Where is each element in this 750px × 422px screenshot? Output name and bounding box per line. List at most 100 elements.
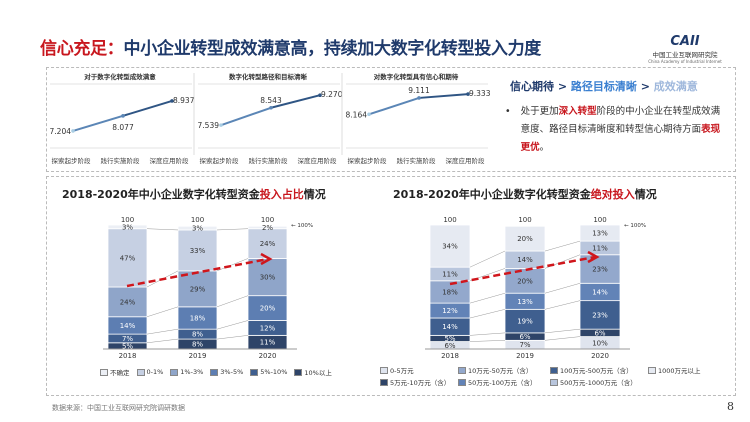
segment-label: 23% [592,266,608,274]
segment-label: 6% [519,333,530,341]
legend-swatch [170,368,179,376]
connector-line [469,309,506,319]
connector-line [544,328,581,334]
data-label: 7.204 [50,127,72,136]
panel-title: 对数字化转型具有信心和期待 [374,72,459,81]
logo-cn: 中国工业互联网研究院 [652,51,718,59]
connector-line [216,295,249,308]
segment-label: 8% [192,341,203,349]
bar-segment [579,300,621,330]
bar-segment [579,224,621,242]
segment-label: 20% [517,277,533,285]
segment-label: 11% [592,244,608,252]
sep: > [636,80,654,93]
legend-item: 100万元-500万元（含） [550,365,648,375]
t: 绝对投入 [590,188,635,201]
bar-segment [107,224,148,230]
legend-swatch [550,378,558,386]
segment-label: 24% [260,240,276,248]
connector-line [544,300,581,310]
segment-label: 8% [192,331,203,339]
legend-item: 10%以上 [294,367,332,377]
legend-label: 5%-10% [260,368,288,376]
x-tick-label: 践行实施阶段 [397,156,437,165]
segment-label: 13% [517,298,533,306]
segment-label: 19% [517,318,533,326]
heading-confidence: 信心期待 [510,80,554,93]
data-label: 9.111 [408,86,430,95]
ratio-bar-chart: 5%7%14%24%47%3%10020188%8%18%29%33%3%100… [103,216,313,360]
bar-segment [247,225,288,230]
title-prefix: 信心充足： [40,39,124,59]
segment-label: 5% [444,335,455,343]
x-tick-label: 2019 [189,352,207,360]
connector-line [469,332,506,336]
arrow-head [587,250,600,264]
t: 情况 [303,188,326,201]
connector-line [544,283,581,294]
connector-line [544,336,581,341]
legend-label: 0-1% [146,368,164,376]
text: 。 [539,142,550,153]
segment-label: 12% [442,307,458,315]
data-point [466,92,470,96]
data-point [318,93,322,97]
bar-segment [504,268,546,294]
x-tick-label: 2018 [441,352,459,360]
segment-label: 6% [594,329,605,337]
segment-label: 7% [519,341,530,349]
data-point [269,105,273,110]
segment-label: 11% [442,270,458,278]
segment-label: 20% [517,235,533,243]
legend-label: 50万元-100万元（含） [468,379,537,387]
total-marker: ← 100% [291,223,313,229]
data-source: 数据来源：中国工业互联网研究院调研数据 [52,404,185,412]
line-charts-panel [46,67,736,172]
legend-swatch [250,368,259,376]
connector-line [146,228,179,231]
arrow-head [260,252,273,266]
legend-swatch [380,378,388,386]
x-tick-label: 深度应用阶段 [150,156,190,165]
ratio-legend: 不确定 0-1% 1%-3% 3%-5% 5%-10% 10%以上 [100,367,332,377]
series-line [122,99,173,117]
bar-segment [247,258,288,297]
segment-label: 24% [120,298,136,306]
segment-label: 18% [190,315,206,323]
text: 处于更加 [520,106,559,117]
segment-label: 47% [120,254,136,262]
legend-swatch [136,368,145,376]
x-tick-label: 探索起步阶段 [52,156,92,165]
total-label: 100 [121,216,134,224]
connector-line [216,335,249,340]
segment-label: 14% [592,288,608,296]
logo-mark: CAII [670,34,700,49]
x-tick-label: 2020 [259,352,277,360]
segment-label: 18% [442,288,458,296]
total-label: 100 [191,216,204,224]
connector-line [216,228,249,231]
x-tick-label: 2020 [591,352,609,360]
legend-item: 不确定 [100,367,130,377]
segment-label: 6% [444,342,455,350]
page-number: 8 [727,400,734,413]
legend-swatch [458,378,466,386]
connector-line [216,258,249,272]
segment-label: 12% [260,324,276,332]
connector-line [146,306,179,317]
legend-label: 0-5万元 [390,367,414,375]
data-point [170,99,174,103]
segment-label: 14% [442,323,458,331]
heading-satisfaction: 成效满意 [653,80,698,93]
connector-line [544,240,581,252]
data-point [367,112,371,117]
legend-label: 100万元-500万元（含） [560,367,633,375]
legend-swatch [294,368,303,376]
total-label: 100 [518,216,531,224]
x-tick-label: 探索起步阶段 [348,156,388,165]
t: 2018-2020年中小企业数字化转型资金 [62,188,260,201]
bar-segment [177,225,218,231]
legend-label: 5万元-10万元（含） [390,379,451,387]
data-label: 8.077 [112,123,134,132]
total-marker: ← 100% [624,223,646,229]
